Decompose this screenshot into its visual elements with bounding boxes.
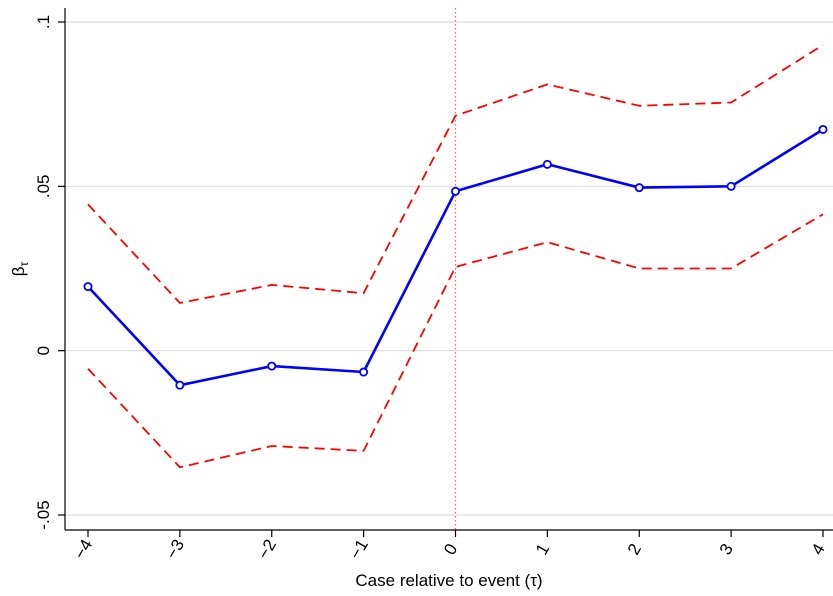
x-tick-label: 2 bbox=[624, 540, 645, 558]
tick-labels: -.05 0 .05 .1 −4 −3 −2 −1 0 1 2 3 4 bbox=[34, 15, 829, 562]
data-point bbox=[83, 282, 93, 292]
x-tick-label: −3 bbox=[162, 536, 188, 562]
axes bbox=[58, 8, 833, 537]
data-point bbox=[726, 181, 736, 191]
x-tick-label: 1 bbox=[532, 540, 553, 558]
series-layer bbox=[83, 44, 828, 469]
x-tick-label: 4 bbox=[808, 540, 829, 558]
y-axis-title-main: β bbox=[9, 266, 28, 276]
data-point bbox=[267, 361, 277, 371]
data-point bbox=[542, 159, 552, 169]
x-tick-label: −1 bbox=[346, 536, 372, 562]
data-point bbox=[175, 380, 185, 390]
x-axis-title: Case relative to event (τ) bbox=[355, 571, 542, 590]
y-tick-label: 0 bbox=[34, 346, 53, 355]
x-tick-label: −4 bbox=[70, 536, 96, 562]
series-line-upper-bound bbox=[87, 44, 824, 304]
y-tick-label: -.05 bbox=[34, 500, 53, 529]
data-point bbox=[634, 183, 644, 193]
data-point bbox=[818, 124, 828, 134]
x-tick-label: 3 bbox=[716, 540, 737, 558]
series-line-lower-bound bbox=[87, 213, 824, 469]
x-tick-label: 0 bbox=[440, 540, 461, 558]
x-tick-label: −2 bbox=[254, 536, 280, 562]
y-tick-label: .1 bbox=[34, 15, 53, 29]
y-tick-label: .05 bbox=[34, 175, 53, 199]
y-axis-title-subscript: τ bbox=[17, 261, 31, 266]
data-point bbox=[359, 367, 369, 377]
gridlines bbox=[65, 21, 833, 516]
data-point bbox=[450, 186, 460, 196]
y-axis-title: βτ bbox=[9, 261, 31, 276]
